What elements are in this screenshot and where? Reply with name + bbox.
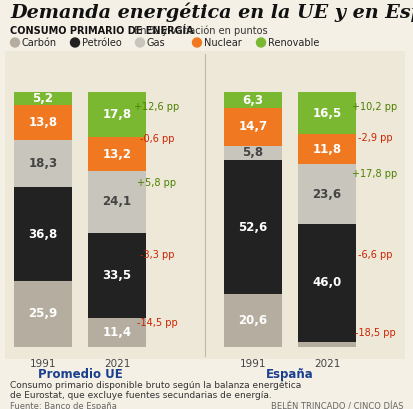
Text: Petróleo: Petróleo — [82, 38, 121, 47]
Text: 52,6: 52,6 — [238, 221, 267, 234]
Circle shape — [135, 38, 144, 47]
Bar — [223, 146, 281, 160]
Text: Consumo primario disponible bruto según la balanza energética: Consumo primario disponible bruto según … — [10, 381, 301, 391]
Text: 11,8: 11,8 — [312, 143, 341, 155]
Bar — [14, 187, 72, 281]
Text: de Eurostat, que excluye fuentes secundarias de energía.: de Eurostat, que excluye fuentes secunda… — [10, 391, 271, 400]
Circle shape — [256, 38, 265, 47]
Text: -6,6 pp: -6,6 pp — [357, 250, 391, 260]
Text: 13,8: 13,8 — [28, 116, 57, 129]
Text: +5,8 pp: +5,8 pp — [137, 178, 176, 188]
Text: 33,5: 33,5 — [102, 269, 131, 282]
Bar — [88, 318, 146, 347]
Text: 13,2: 13,2 — [102, 148, 131, 161]
Text: +12,6 pp: +12,6 pp — [134, 102, 179, 112]
Text: Renovable: Renovable — [267, 38, 318, 47]
Text: 23,6: 23,6 — [312, 188, 341, 201]
Text: BELÉN TRINCADO / CINCO DÍAS: BELÉN TRINCADO / CINCO DÍAS — [271, 402, 403, 409]
Text: España: España — [266, 368, 313, 381]
Text: CONSUMO PRIMARIO DE ENERGÍA: CONSUMO PRIMARIO DE ENERGÍA — [10, 26, 193, 36]
Text: 2021: 2021 — [313, 359, 339, 369]
Text: 20,6: 20,6 — [238, 314, 267, 327]
Text: -18,5 pp: -18,5 pp — [354, 328, 394, 337]
Text: 18,3: 18,3 — [28, 157, 57, 170]
Bar — [297, 134, 355, 164]
Circle shape — [10, 38, 19, 47]
Text: 11,4: 11,4 — [102, 326, 131, 339]
Text: 5,8: 5,8 — [242, 146, 263, 160]
Text: -0,6 pp: -0,6 pp — [140, 133, 174, 144]
Text: -14,5 pp: -14,5 pp — [136, 318, 177, 328]
Bar — [88, 232, 146, 318]
Text: 25,9: 25,9 — [28, 308, 57, 321]
Bar — [88, 92, 146, 137]
Text: 17,8: 17,8 — [102, 108, 131, 121]
Text: 1991: 1991 — [30, 359, 56, 369]
Bar — [223, 108, 281, 146]
Bar — [88, 137, 146, 171]
Bar — [88, 171, 146, 232]
Text: -3,3 pp: -3,3 pp — [140, 249, 174, 260]
Text: 14,7: 14,7 — [238, 120, 267, 133]
Bar — [14, 92, 72, 105]
Text: 5,2: 5,2 — [33, 92, 53, 105]
Bar — [14, 105, 72, 140]
Bar — [223, 92, 281, 108]
Text: 16,5: 16,5 — [312, 106, 341, 119]
Text: -2,9 pp: -2,9 pp — [357, 133, 392, 143]
Bar — [297, 225, 355, 342]
Text: 6,3: 6,3 — [242, 94, 263, 106]
Text: Fuente: Banco de España: Fuente: Banco de España — [10, 402, 116, 409]
Text: 36,8: 36,8 — [28, 227, 57, 240]
Text: 1991: 1991 — [239, 359, 266, 369]
Bar — [14, 281, 72, 347]
Text: Gas: Gas — [147, 38, 165, 47]
Text: Promedio UE: Promedio UE — [38, 368, 122, 381]
Bar — [14, 140, 72, 187]
Text: Nuclear: Nuclear — [204, 38, 241, 47]
Text: 46,0: 46,0 — [312, 276, 341, 290]
Bar — [223, 294, 281, 347]
Text: +10,2 pp: +10,2 pp — [351, 101, 396, 112]
Text: 2021: 2021 — [104, 359, 130, 369]
Bar — [297, 342, 355, 347]
Bar — [223, 160, 281, 294]
Text: 24,1: 24,1 — [102, 195, 131, 208]
Circle shape — [70, 38, 79, 47]
Text: En % y variación en puntos: En % y variación en puntos — [131, 26, 267, 36]
Bar — [297, 92, 355, 134]
Text: Demanda energética en la UE y en España: Demanda energética en la UE y en España — [10, 3, 413, 22]
Text: +17,8 pp: +17,8 pp — [351, 169, 396, 179]
Bar — [297, 164, 355, 225]
Bar — [5, 51, 404, 359]
Circle shape — [192, 38, 201, 47]
Text: Carbón: Carbón — [22, 38, 57, 47]
